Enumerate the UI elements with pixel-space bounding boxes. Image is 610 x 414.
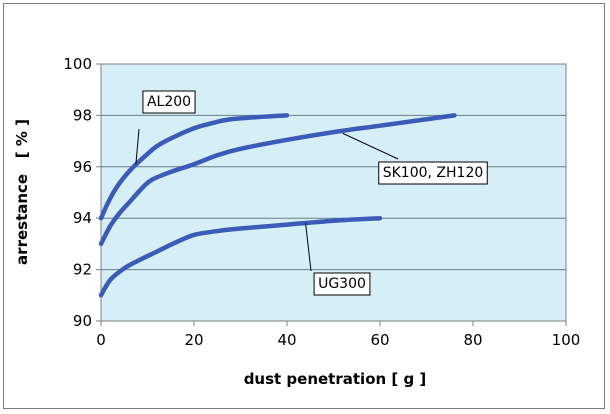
callout-label: AL200	[147, 94, 191, 110]
callout-label: UG300	[318, 276, 366, 292]
y-tick-label: 94	[73, 209, 92, 227]
callout-leader	[342, 132, 399, 160]
y-tick-label: 100	[63, 55, 92, 73]
callout-0: AL200	[135, 90, 196, 165]
y-tick-label: 96	[73, 158, 92, 176]
series-line-1	[98, 113, 457, 247]
callout-label: SK100, ZH120	[383, 165, 484, 181]
chart-frame	[3, 3, 605, 409]
grid-lines	[101, 114, 566, 271]
annotations: AL200 SK100, ZH120 UG300	[135, 90, 488, 296]
callout-2: UG300	[305, 223, 371, 296]
callout-leader	[135, 128, 140, 165]
x-tick-label: 80	[463, 331, 482, 349]
y-tick-label: 92	[73, 261, 92, 279]
x-tick-label: 100	[552, 331, 581, 349]
y-axis-title: arrestance [ % ]	[13, 119, 31, 265]
callout-box	[142, 90, 196, 114]
y-tick-label: 90	[73, 312, 92, 330]
callout-box	[378, 161, 488, 185]
callout-box	[313, 272, 371, 296]
x-tick-label: 40	[277, 331, 296, 349]
y-tick-label: 98	[73, 106, 92, 124]
axes: 90 92 94 96 98 100 0 20 40 60 80 100	[63, 55, 580, 349]
callout-1: SK100, ZH120	[342, 132, 488, 185]
x-tick-label: 20	[184, 331, 203, 349]
x-axis-title: dust penetration [ g ]	[244, 370, 427, 388]
series-lines	[98, 113, 457, 298]
x-tick-label: 60	[370, 331, 389, 349]
series-line-2	[98, 215, 383, 298]
x-tick-label: 0	[96, 331, 106, 349]
callout-leader	[305, 223, 312, 272]
series-line-0	[98, 113, 290, 221]
